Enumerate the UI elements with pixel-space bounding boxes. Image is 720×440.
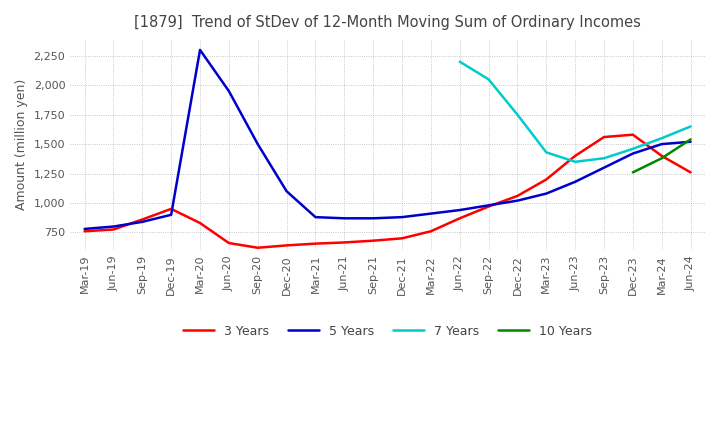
3 Years	[80, 229, 89, 234]
5 Years	[686, 139, 695, 144]
5 Years	[225, 88, 233, 94]
5 Years	[456, 207, 464, 213]
Line: 10 Years: 10 Years	[633, 139, 690, 172]
5 Years	[485, 203, 493, 208]
Legend: 3 Years, 5 Years, 7 Years, 10 Years: 3 Years, 5 Years, 7 Years, 10 Years	[178, 320, 598, 343]
5 Years	[513, 198, 522, 203]
5 Years	[196, 47, 204, 52]
5 Years	[571, 179, 580, 184]
5 Years	[80, 226, 89, 231]
3 Years	[311, 241, 320, 246]
5 Years	[167, 212, 176, 217]
3 Years	[456, 216, 464, 221]
Title: [1879]  Trend of StDev of 12-Month Moving Sum of Ordinary Incomes: [1879] Trend of StDev of 12-Month Moving…	[134, 15, 641, 30]
3 Years	[196, 220, 204, 226]
5 Years	[340, 216, 348, 221]
5 Years	[542, 191, 551, 196]
3 Years	[138, 217, 147, 222]
3 Years	[629, 132, 637, 137]
3 Years	[686, 170, 695, 175]
5 Years	[311, 214, 320, 220]
10 Years	[686, 137, 695, 142]
Line: 5 Years: 5 Years	[84, 50, 690, 229]
7 Years	[657, 136, 666, 141]
7 Years	[600, 156, 608, 161]
3 Years	[426, 229, 435, 234]
Line: 3 Years: 3 Years	[84, 135, 690, 248]
5 Years	[629, 151, 637, 156]
5 Years	[600, 165, 608, 170]
3 Years	[657, 153, 666, 158]
5 Years	[657, 142, 666, 147]
7 Years	[571, 159, 580, 165]
5 Years	[253, 142, 262, 147]
5 Years	[426, 211, 435, 216]
5 Years	[109, 224, 118, 229]
Y-axis label: Amount (million yen): Amount (million yen)	[15, 78, 28, 210]
7 Years	[629, 146, 637, 151]
5 Years	[397, 214, 406, 220]
3 Years	[600, 134, 608, 139]
3 Years	[340, 240, 348, 245]
7 Years	[686, 124, 695, 129]
3 Years	[397, 236, 406, 241]
5 Years	[282, 189, 291, 194]
Line: 7 Years: 7 Years	[460, 62, 690, 162]
7 Years	[485, 77, 493, 82]
5 Years	[369, 216, 377, 221]
3 Years	[513, 193, 522, 198]
7 Years	[542, 150, 551, 155]
3 Years	[542, 177, 551, 182]
3 Years	[225, 240, 233, 246]
10 Years	[657, 156, 666, 161]
7 Years	[513, 112, 522, 117]
3 Years	[571, 153, 580, 158]
3 Years	[369, 238, 377, 243]
7 Years	[456, 59, 464, 64]
3 Years	[253, 245, 262, 250]
10 Years	[629, 170, 637, 175]
3 Years	[485, 204, 493, 209]
5 Years	[138, 219, 147, 224]
3 Years	[282, 243, 291, 248]
3 Years	[167, 206, 176, 212]
3 Years	[109, 227, 118, 232]
